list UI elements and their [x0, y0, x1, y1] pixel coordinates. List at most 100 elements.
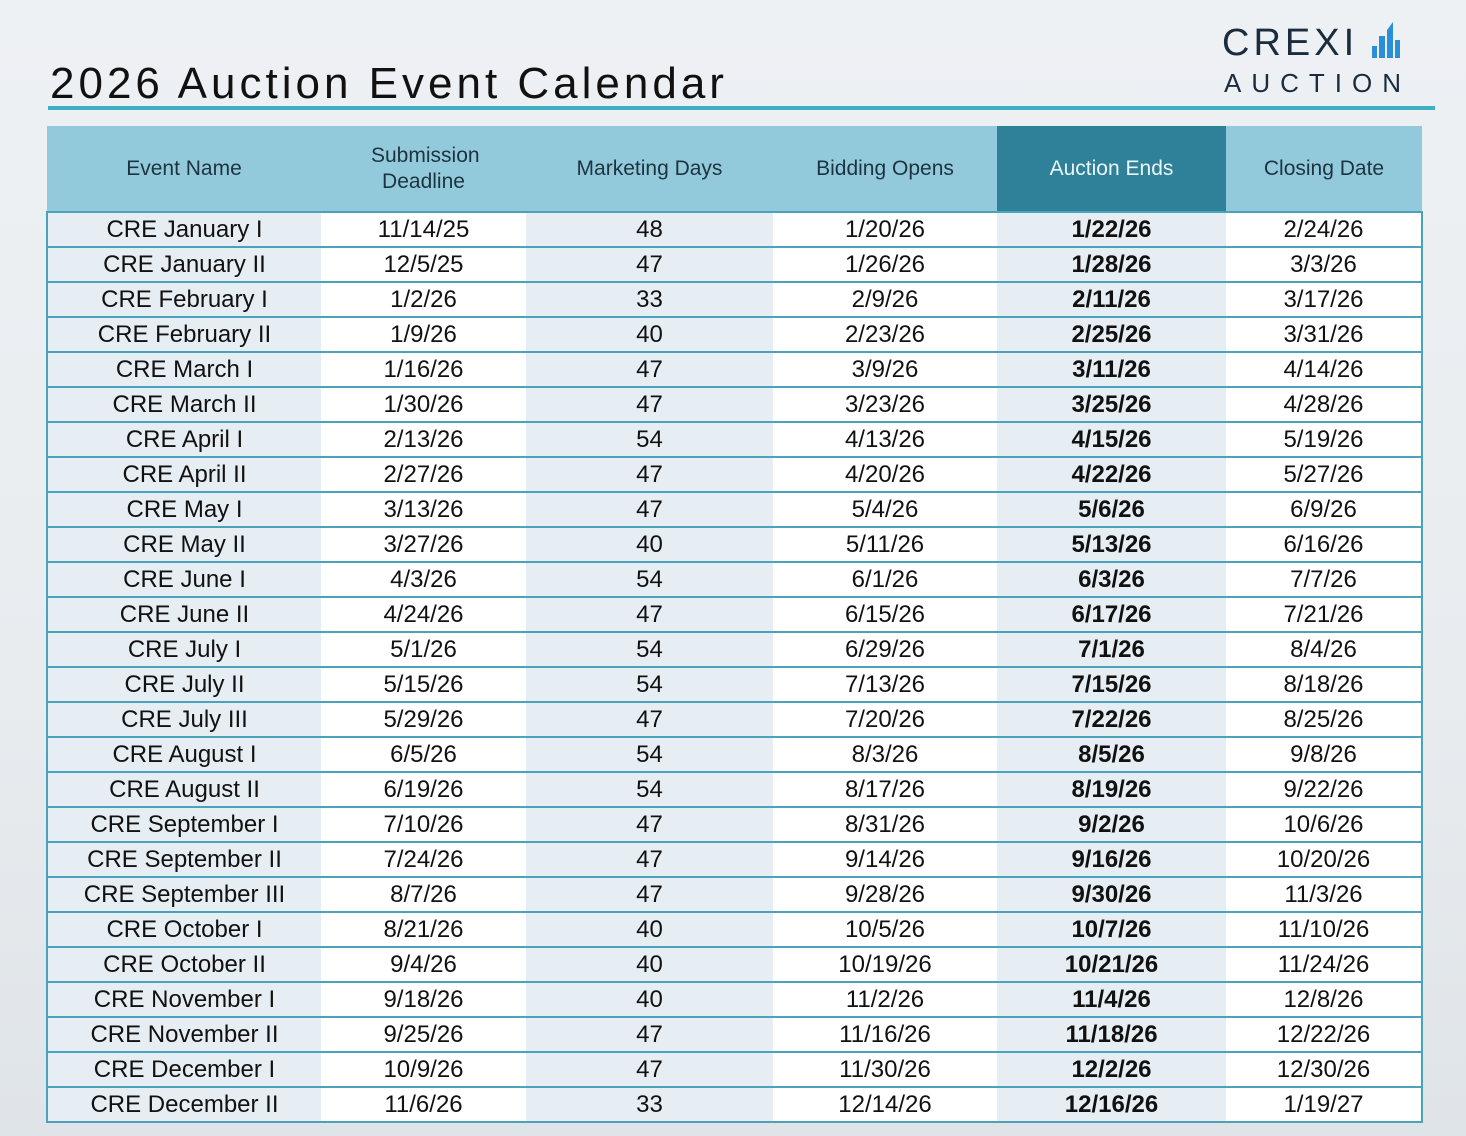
- cell-marketing-days: 47: [526, 1016, 773, 1052]
- cell-bidding-opens: 11/16/26: [773, 1016, 997, 1052]
- cell-submission-deadline: 6/19/26: [321, 771, 526, 807]
- cell-closing-date: 4/28/26: [1226, 386, 1423, 422]
- cell-bidding-opens: 3/9/26: [773, 351, 997, 387]
- cell-event-name: CRE September II: [46, 841, 321, 877]
- cell-auction-ends: 9/16/26: [997, 841, 1226, 877]
- cell-submission-deadline: 1/30/26: [321, 386, 526, 422]
- cell-marketing-days: 54: [526, 561, 773, 597]
- table-row: CRE April I 2/13/26 54 4/13/26 4/15/26 5/19/2…: [46, 421, 1423, 457]
- cell-submission-deadline: 6/5/26: [321, 736, 526, 772]
- cell-closing-date: 9/22/26: [1226, 771, 1423, 807]
- cell-event-name: CRE February I: [46, 281, 321, 317]
- table-row: CRE December II 11/6/26 33 12/14/26 12/16/26…: [46, 1086, 1423, 1123]
- cell-event-name: CRE May I: [46, 491, 321, 527]
- cell-event-name: CRE November I: [46, 981, 321, 1017]
- cell-marketing-days: 40: [526, 911, 773, 947]
- table-body: CRE January I 11/14/25 48 1/20/26 1/22/26 2/2…: [46, 211, 1423, 1123]
- cell-bidding-opens: 1/20/26: [773, 211, 997, 247]
- cell-auction-ends: 4/22/26: [997, 456, 1226, 492]
- cell-marketing-days: 33: [526, 1086, 773, 1123]
- cell-event-name: CRE January II: [46, 246, 321, 282]
- page-title: 2026 Auction Event Calendar: [50, 59, 728, 109]
- cell-closing-date: 8/18/26: [1226, 666, 1423, 702]
- cell-submission-deadline: 11/6/26: [321, 1086, 526, 1123]
- cell-bidding-opens: 1/26/26: [773, 246, 997, 282]
- cell-auction-ends: 8/5/26: [997, 736, 1226, 772]
- table-row: CRE January II 12/5/25 47 1/26/26 1/28/26 3/3…: [46, 246, 1423, 282]
- cell-marketing-days: 54: [526, 631, 773, 667]
- cell-marketing-days: 40: [526, 316, 773, 352]
- cell-event-name: CRE August I: [46, 736, 321, 772]
- cell-closing-date: 12/22/26: [1226, 1016, 1423, 1052]
- table-row: CRE June I 4/3/26 54 6/1/26 6/3/26 7/7/26: [46, 561, 1423, 597]
- table-row: CRE February I 1/2/26 33 2/9/26 2/11/26 3/17/…: [46, 281, 1423, 317]
- cell-bidding-opens: 3/23/26: [773, 386, 997, 422]
- cell-auction-ends: 7/22/26: [997, 701, 1226, 737]
- cell-closing-date: 6/9/26: [1226, 491, 1423, 527]
- cell-submission-deadline: 2/13/26: [321, 421, 526, 457]
- cell-closing-date: 8/25/26: [1226, 701, 1423, 737]
- cell-closing-date: 5/19/26: [1226, 421, 1423, 457]
- cell-bidding-opens: 7/20/26: [773, 701, 997, 737]
- cell-submission-deadline: 5/1/26: [321, 631, 526, 667]
- cell-bidding-opens: 8/17/26: [773, 771, 997, 807]
- cell-submission-deadline: 3/27/26: [321, 526, 526, 562]
- cell-submission-deadline: 9/4/26: [321, 946, 526, 982]
- cell-event-name: CRE April I: [46, 421, 321, 457]
- table-row: CRE July I 5/1/26 54 6/29/26 7/1/26 8/4/26: [46, 631, 1423, 667]
- cell-event-name: CRE September I: [46, 806, 321, 842]
- cell-marketing-days: 47: [526, 386, 773, 422]
- cell-closing-date: 1/19/27: [1226, 1086, 1423, 1123]
- cell-closing-date: 12/8/26: [1226, 981, 1423, 1017]
- cell-bidding-opens: 7/13/26: [773, 666, 997, 702]
- cell-bidding-opens: 4/13/26: [773, 421, 997, 457]
- cell-auction-ends: 7/1/26: [997, 631, 1226, 667]
- cell-auction-ends: 6/3/26: [997, 561, 1226, 597]
- cell-submission-deadline: 7/24/26: [321, 841, 526, 877]
- cell-auction-ends: 3/11/26: [997, 351, 1226, 387]
- cell-auction-ends: 1/22/26: [997, 211, 1226, 247]
- cell-marketing-days: 47: [526, 701, 773, 737]
- cell-closing-date: 10/6/26: [1226, 806, 1423, 842]
- cell-auction-ends: 5/6/26: [997, 491, 1226, 527]
- header-submission-deadline: Submission Deadline: [321, 126, 526, 212]
- cell-auction-ends: 9/2/26: [997, 806, 1226, 842]
- cell-bidding-opens: 11/2/26: [773, 981, 997, 1017]
- cell-auction-ends: 2/11/26: [997, 281, 1226, 317]
- building-bars-icon: [1372, 22, 1400, 58]
- cell-marketing-days: 47: [526, 246, 773, 282]
- cell-bidding-opens: 6/1/26: [773, 561, 997, 597]
- table-row: CRE September I 7/10/26 47 8/31/26 9/2/26 10/…: [46, 806, 1423, 842]
- cell-closing-date: 11/3/26: [1226, 876, 1423, 912]
- cell-marketing-days: 48: [526, 211, 773, 247]
- table-row: CRE September III 8/7/26 47 9/28/26 9/30/26 1…: [46, 876, 1423, 912]
- cell-submission-deadline: 12/5/25: [321, 246, 526, 282]
- cell-closing-date: 3/3/26: [1226, 246, 1423, 282]
- cell-bidding-opens: 4/20/26: [773, 456, 997, 492]
- cell-auction-ends: 4/15/26: [997, 421, 1226, 457]
- cell-closing-date: 5/27/26: [1226, 456, 1423, 492]
- cell-submission-deadline: 1/16/26: [321, 351, 526, 387]
- cell-bidding-opens: 8/31/26: [773, 806, 997, 842]
- cell-marketing-days: 47: [526, 841, 773, 877]
- table-row: CRE June II 4/24/26 47 6/15/26 6/17/26 7/21/2…: [46, 596, 1423, 632]
- cell-auction-ends: 8/19/26: [997, 771, 1226, 807]
- cell-submission-deadline: 2/27/26: [321, 456, 526, 492]
- cell-auction-ends: 9/30/26: [997, 876, 1226, 912]
- header-closing-date: Closing Date: [1226, 126, 1422, 212]
- cell-marketing-days: 47: [526, 456, 773, 492]
- cell-submission-deadline: 10/9/26: [321, 1051, 526, 1087]
- cell-bidding-opens: 11/30/26: [773, 1051, 997, 1087]
- cell-event-name: CRE September III: [46, 876, 321, 912]
- cell-bidding-opens: 6/29/26: [773, 631, 997, 667]
- table-row: CRE September II 7/24/26 47 9/14/26 9/16/26 1…: [46, 841, 1423, 877]
- cell-marketing-days: 40: [526, 981, 773, 1017]
- cell-auction-ends: 2/25/26: [997, 316, 1226, 352]
- cell-closing-date: 3/31/26: [1226, 316, 1423, 352]
- header-bidding-opens: Bidding Opens: [773, 126, 997, 212]
- cell-submission-deadline: 8/7/26: [321, 876, 526, 912]
- table-row: CRE December I 10/9/26 47 11/30/26 12/2/26 12…: [46, 1051, 1423, 1087]
- cell-closing-date: 8/4/26: [1226, 631, 1423, 667]
- cell-closing-date: 7/7/26: [1226, 561, 1423, 597]
- cell-bidding-opens: 5/11/26: [773, 526, 997, 562]
